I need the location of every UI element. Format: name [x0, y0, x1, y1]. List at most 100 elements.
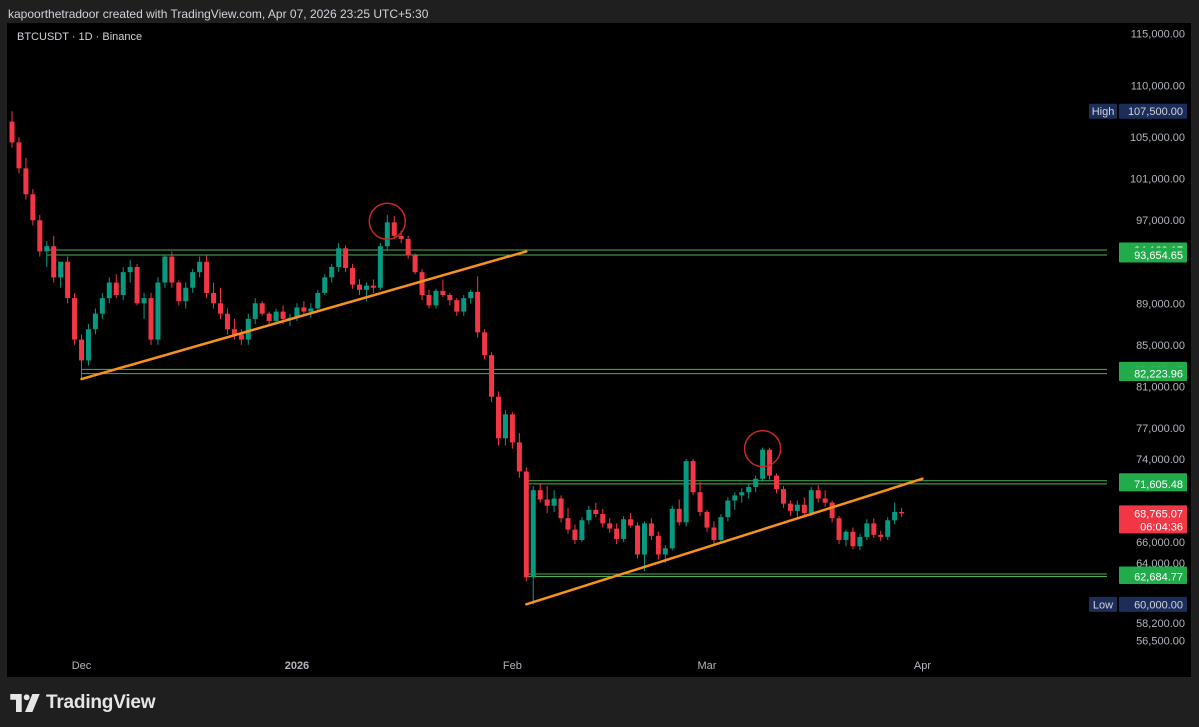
candle-body [544, 499, 550, 506]
highlight-circle [743, 429, 782, 468]
candle-body [461, 298, 467, 312]
candle-body [655, 535, 661, 555]
level-price-label-text: 62,684.77 [1134, 571, 1183, 583]
candle-body [162, 256, 168, 283]
candle-body [614, 528, 620, 539]
footer: TradingView [0, 677, 1199, 727]
candle-body [579, 520, 585, 540]
level-price-label-text: 93,654.65 [1134, 250, 1183, 262]
candle-body [419, 272, 425, 295]
price-axis-tick: 89,000.00 [1136, 298, 1185, 310]
candle-body [496, 396, 501, 439]
candle-body [245, 318, 251, 340]
level-price-label-bg [1119, 568, 1187, 584]
candle-body [280, 311, 286, 319]
candlestick-chart[interactable]: 115,000.00 110,000.00 105,000.00 101,000.00… [7, 23, 1191, 677]
candle-body [572, 529, 578, 540]
candle-body [885, 520, 891, 537]
last-price-bg [1119, 505, 1187, 534]
candle-body [509, 414, 515, 443]
price-axis-tick: 97,000.00 [1136, 215, 1185, 227]
candle-body [836, 518, 842, 540]
candle-body [774, 475, 779, 490]
low-price-label-value-bg [1119, 596, 1187, 612]
candle-body [641, 523, 647, 555]
candle-body [676, 508, 682, 523]
bar-countdown: 06:04:36 [1140, 521, 1183, 533]
candle-body [482, 332, 488, 356]
level-price-label-text: 71,605.48 [1134, 479, 1183, 491]
candle-body [238, 334, 244, 340]
candle-body [370, 285, 376, 288]
candle-body [51, 246, 57, 278]
candle-body [475, 291, 481, 333]
candle-body [176, 282, 182, 302]
candle-body [871, 523, 877, 535]
candle-body [628, 519, 634, 526]
time-axis-label: 2026 [285, 660, 309, 672]
candle-body [864, 523, 870, 537]
candle-body [204, 261, 210, 293]
price-axis-tick: 81,000.00 [1136, 381, 1185, 393]
candle-body [384, 222, 390, 247]
candle-body [447, 294, 453, 301]
candle-body [30, 194, 36, 221]
price-axis-tick: 115,000.00 [1131, 28, 1185, 40]
candle-body [16, 142, 22, 169]
candle-body [607, 523, 613, 529]
level-price-label-text: 82,223.96 [1134, 369, 1183, 381]
price-axis-tick: 85,000.00 [1136, 340, 1185, 352]
candle-body [183, 287, 189, 302]
candle-body [829, 502, 835, 519]
candle-body [37, 220, 43, 252]
candle-body [72, 298, 78, 340]
candle-body [301, 307, 307, 312]
candle-body [440, 290, 446, 295]
candle-body [211, 292, 217, 304]
candle-body [489, 355, 495, 397]
candle-body [85, 329, 91, 361]
candle-body [857, 536, 863, 547]
candle-body [815, 490, 821, 499]
high-price-label-value: 107,500.00 [1128, 106, 1183, 118]
candle-body [405, 238, 411, 256]
chart-area[interactable]: 115,000.00 110,000.00 105,000.00 101,000.00… [7, 23, 1191, 677]
candle-body [120, 272, 126, 295]
candle-body [315, 292, 321, 309]
tradingview-logo-icon [10, 694, 40, 712]
candle-body [99, 298, 105, 314]
candle-body [780, 489, 786, 504]
candle-body [648, 523, 654, 536]
candle-body [801, 504, 807, 514]
candle-body [697, 492, 703, 512]
candle-body [843, 531, 849, 540]
candle-body [322, 277, 328, 293]
candle-body [197, 261, 203, 273]
level-price-label-bg [1119, 476, 1187, 492]
candle-body [363, 285, 369, 290]
candle-body [377, 246, 383, 288]
candle-body [259, 303, 265, 314]
candle-body [433, 290, 439, 306]
candle-body [113, 282, 119, 295]
candle-body [878, 534, 884, 537]
candle-body [551, 498, 557, 506]
high-price-label-tag-bg [1089, 103, 1117, 119]
candle-body [266, 313, 272, 321]
time-axis-label: Mar [698, 660, 717, 672]
candle-body [725, 500, 731, 518]
tradingview-logo-text: TradingView [46, 692, 156, 713]
high-price-label-value-bg [1119, 103, 1187, 119]
candle-body [454, 300, 460, 312]
candle-body [294, 307, 300, 318]
candle-body [635, 525, 640, 555]
candle-body [398, 235, 404, 239]
candle-body [44, 246, 50, 252]
candle-body [106, 282, 112, 299]
candle-body [662, 548, 668, 555]
symbol-label: BTCUSDT · 1D · Binance [17, 31, 143, 43]
tradingview-logo[interactable]: TradingView [10, 692, 156, 714]
candle-body [808, 490, 814, 514]
candle-body [760, 449, 766, 479]
candle-body [23, 168, 29, 195]
